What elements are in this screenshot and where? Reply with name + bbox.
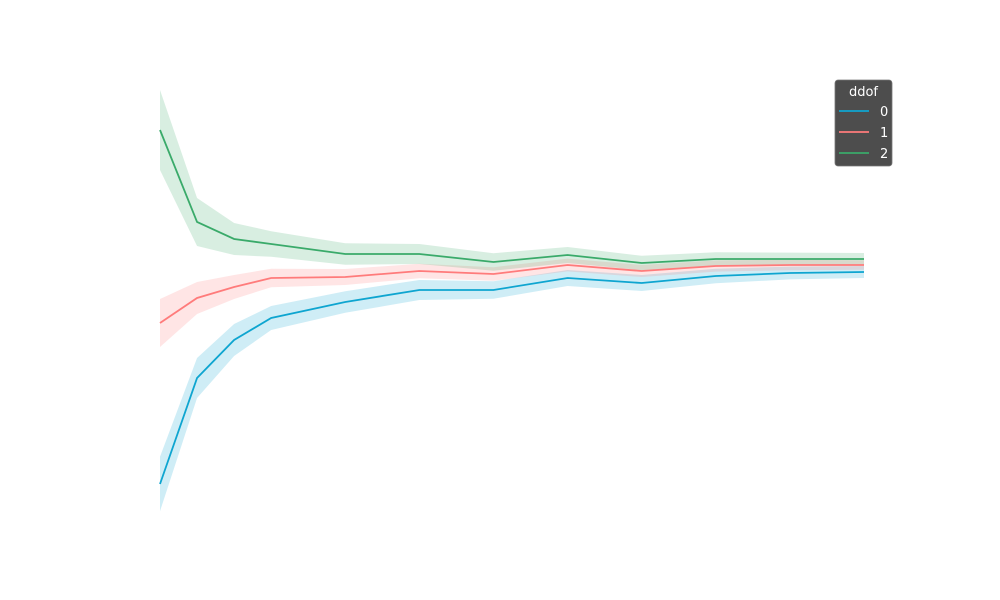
legend-label: 2 bbox=[880, 147, 888, 162]
series-line-ddof-1 bbox=[159, 264, 864, 324]
ci-band-ddof-0 bbox=[160, 266, 864, 512]
series-line-ddof-0 bbox=[159, 271, 865, 485]
ci-band-ddof-1 bbox=[160, 258, 864, 347]
series-line-ddof-2 bbox=[159, 129, 864, 264]
confidence-bands bbox=[160, 90, 864, 512]
legend-label: 0 bbox=[880, 105, 888, 120]
legend-box bbox=[834, 79, 893, 167]
legend-label: 1 bbox=[880, 126, 888, 141]
legend: ddof 0 1 2 bbox=[834, 79, 893, 167]
legend-title: ddof bbox=[849, 85, 878, 100]
ci-band-ddof-2 bbox=[160, 90, 864, 271]
series-lines bbox=[159, 129, 865, 485]
